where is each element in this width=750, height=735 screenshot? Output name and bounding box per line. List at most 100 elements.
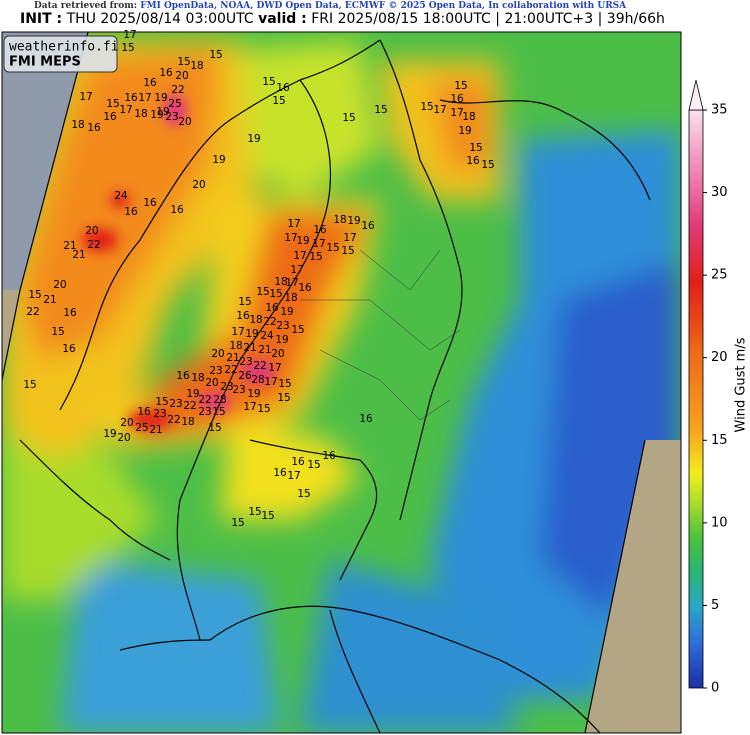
gust-label: 16: [124, 206, 138, 218]
gust-label: 20: [120, 417, 133, 429]
colorbar-extension: [688, 79, 704, 111]
gust-label: 23: [276, 320, 289, 332]
gust-label: 15: [309, 251, 322, 263]
gust-label: 18: [274, 276, 287, 288]
gust-label: 24: [114, 190, 128, 202]
outside-domain: [2, 290, 20, 440]
gust-label: 16: [276, 82, 290, 94]
gust-label: 18: [229, 340, 242, 352]
gust-label: 16: [361, 220, 375, 232]
gust-label: 16: [87, 122, 101, 134]
colorbar-ramp: [688, 109, 704, 689]
gust-label: 21: [72, 249, 85, 261]
gust-label: 19: [245, 328, 258, 340]
gust-label: 25: [135, 422, 148, 434]
gust-label: 15: [257, 403, 270, 415]
gust-label: 15: [278, 378, 291, 390]
gust-label: 22: [171, 84, 184, 96]
gust-label: 16: [313, 224, 327, 236]
gust-label: 17: [290, 264, 303, 276]
gust-label: 22: [183, 400, 196, 412]
gust-label: 19: [186, 388, 199, 400]
borders: [2, 32, 651, 733]
colorbar-label: Wind Gust m/s: [734, 337, 749, 432]
gust-label: 19: [296, 235, 309, 247]
gust-label: 21: [243, 342, 256, 354]
gust-label: 17: [450, 107, 463, 119]
logo-site: weatherinfo.fi: [9, 40, 119, 55]
gust-label: 15: [291, 324, 304, 336]
colorbar-tick-label: 0: [711, 681, 719, 696]
gust-label: 24: [260, 330, 274, 342]
gust-label: 18: [333, 214, 346, 226]
gust-label: 18: [462, 111, 475, 123]
gust-label: 16: [298, 282, 312, 294]
gust-label: 15: [212, 406, 225, 418]
gust-label: 16: [265, 302, 279, 314]
gust-label: 21: [258, 344, 271, 356]
gust-label: 15: [481, 159, 494, 171]
gust-label: 15: [469, 142, 482, 154]
colorbar-tick-label: 25: [711, 268, 728, 283]
init-label: INIT :: [20, 11, 62, 27]
gust-label: 19: [156, 106, 169, 118]
gust-label: 15: [28, 289, 41, 301]
gust-label: 18: [181, 416, 194, 428]
source-label: Data retrieved from:: [34, 1, 137, 11]
gust-label: 16: [273, 467, 287, 479]
gust-label: 17: [264, 376, 277, 388]
source-text: FMI OpenData, NOAA, DWD Open Data, ECMWF…: [140, 1, 627, 11]
gust-label: 23: [198, 406, 211, 418]
init-time: THU 2025/08/14 03:00UTC: [66, 11, 254, 27]
gust-label: 15: [155, 396, 168, 408]
map-frame: [1, 31, 682, 734]
gust-label: 15: [374, 104, 387, 116]
gust-label: 15: [262, 76, 275, 88]
gust-label: 21: [63, 240, 76, 252]
gust-cores: [82, 94, 276, 430]
gust-label: 22: [253, 360, 266, 372]
gust-label: 17: [79, 91, 92, 103]
gust-label: 20: [211, 348, 224, 360]
gust-label: 17: [243, 401, 256, 413]
map: [2, 32, 681, 733]
source-line: Data retrieved from: FMI OpenData, NOAA,…: [34, 1, 627, 11]
gust-label: 16: [137, 406, 151, 418]
gust-label: 17: [138, 92, 151, 104]
gust-label: 19: [247, 388, 260, 400]
gust-label: 15: [277, 392, 290, 404]
gust-label: 20: [117, 432, 130, 444]
colorbar: Wind Gust m/s 0 5 10 15 20 25 30 35: [688, 79, 749, 696]
gust-label: 15: [238, 296, 251, 308]
gust-label: 15: [209, 49, 222, 61]
colorbar-tick-label: 10: [711, 515, 728, 530]
gust-label: 17: [231, 326, 244, 338]
gust-label: 21: [226, 352, 239, 364]
gust-label: 17: [433, 104, 446, 116]
field: [2, 40, 681, 733]
regions: [300, 249, 461, 421]
gust-label: 17: [293, 250, 306, 262]
gust-label: 20: [85, 225, 98, 237]
gust-label: 18: [249, 314, 262, 326]
valid-label: valid :: [258, 11, 307, 27]
colorbar-tick-label: 35: [711, 103, 728, 118]
gust-label: 18: [191, 372, 204, 384]
gust-label: 15: [177, 56, 190, 68]
gust-label: 16: [63, 307, 77, 319]
gust-label: 18: [190, 60, 203, 72]
gust-label: 17: [123, 29, 136, 41]
gust-label: 15: [261, 510, 274, 522]
gust-label: 18: [71, 119, 84, 131]
gust-label: 19: [458, 125, 471, 137]
gust-label: 26: [238, 370, 252, 382]
time-line: INIT : THU 2025/08/14 03:00UTC valid : F…: [20, 11, 665, 27]
gust-label: 20: [271, 348, 284, 360]
gust-label: 15: [272, 95, 285, 107]
gust-label: 19: [247, 133, 260, 145]
gust-label: 16: [322, 450, 336, 462]
gust-label: 19: [347, 215, 360, 227]
gust-label: 17: [287, 470, 300, 482]
gust-label: 20: [192, 179, 205, 191]
